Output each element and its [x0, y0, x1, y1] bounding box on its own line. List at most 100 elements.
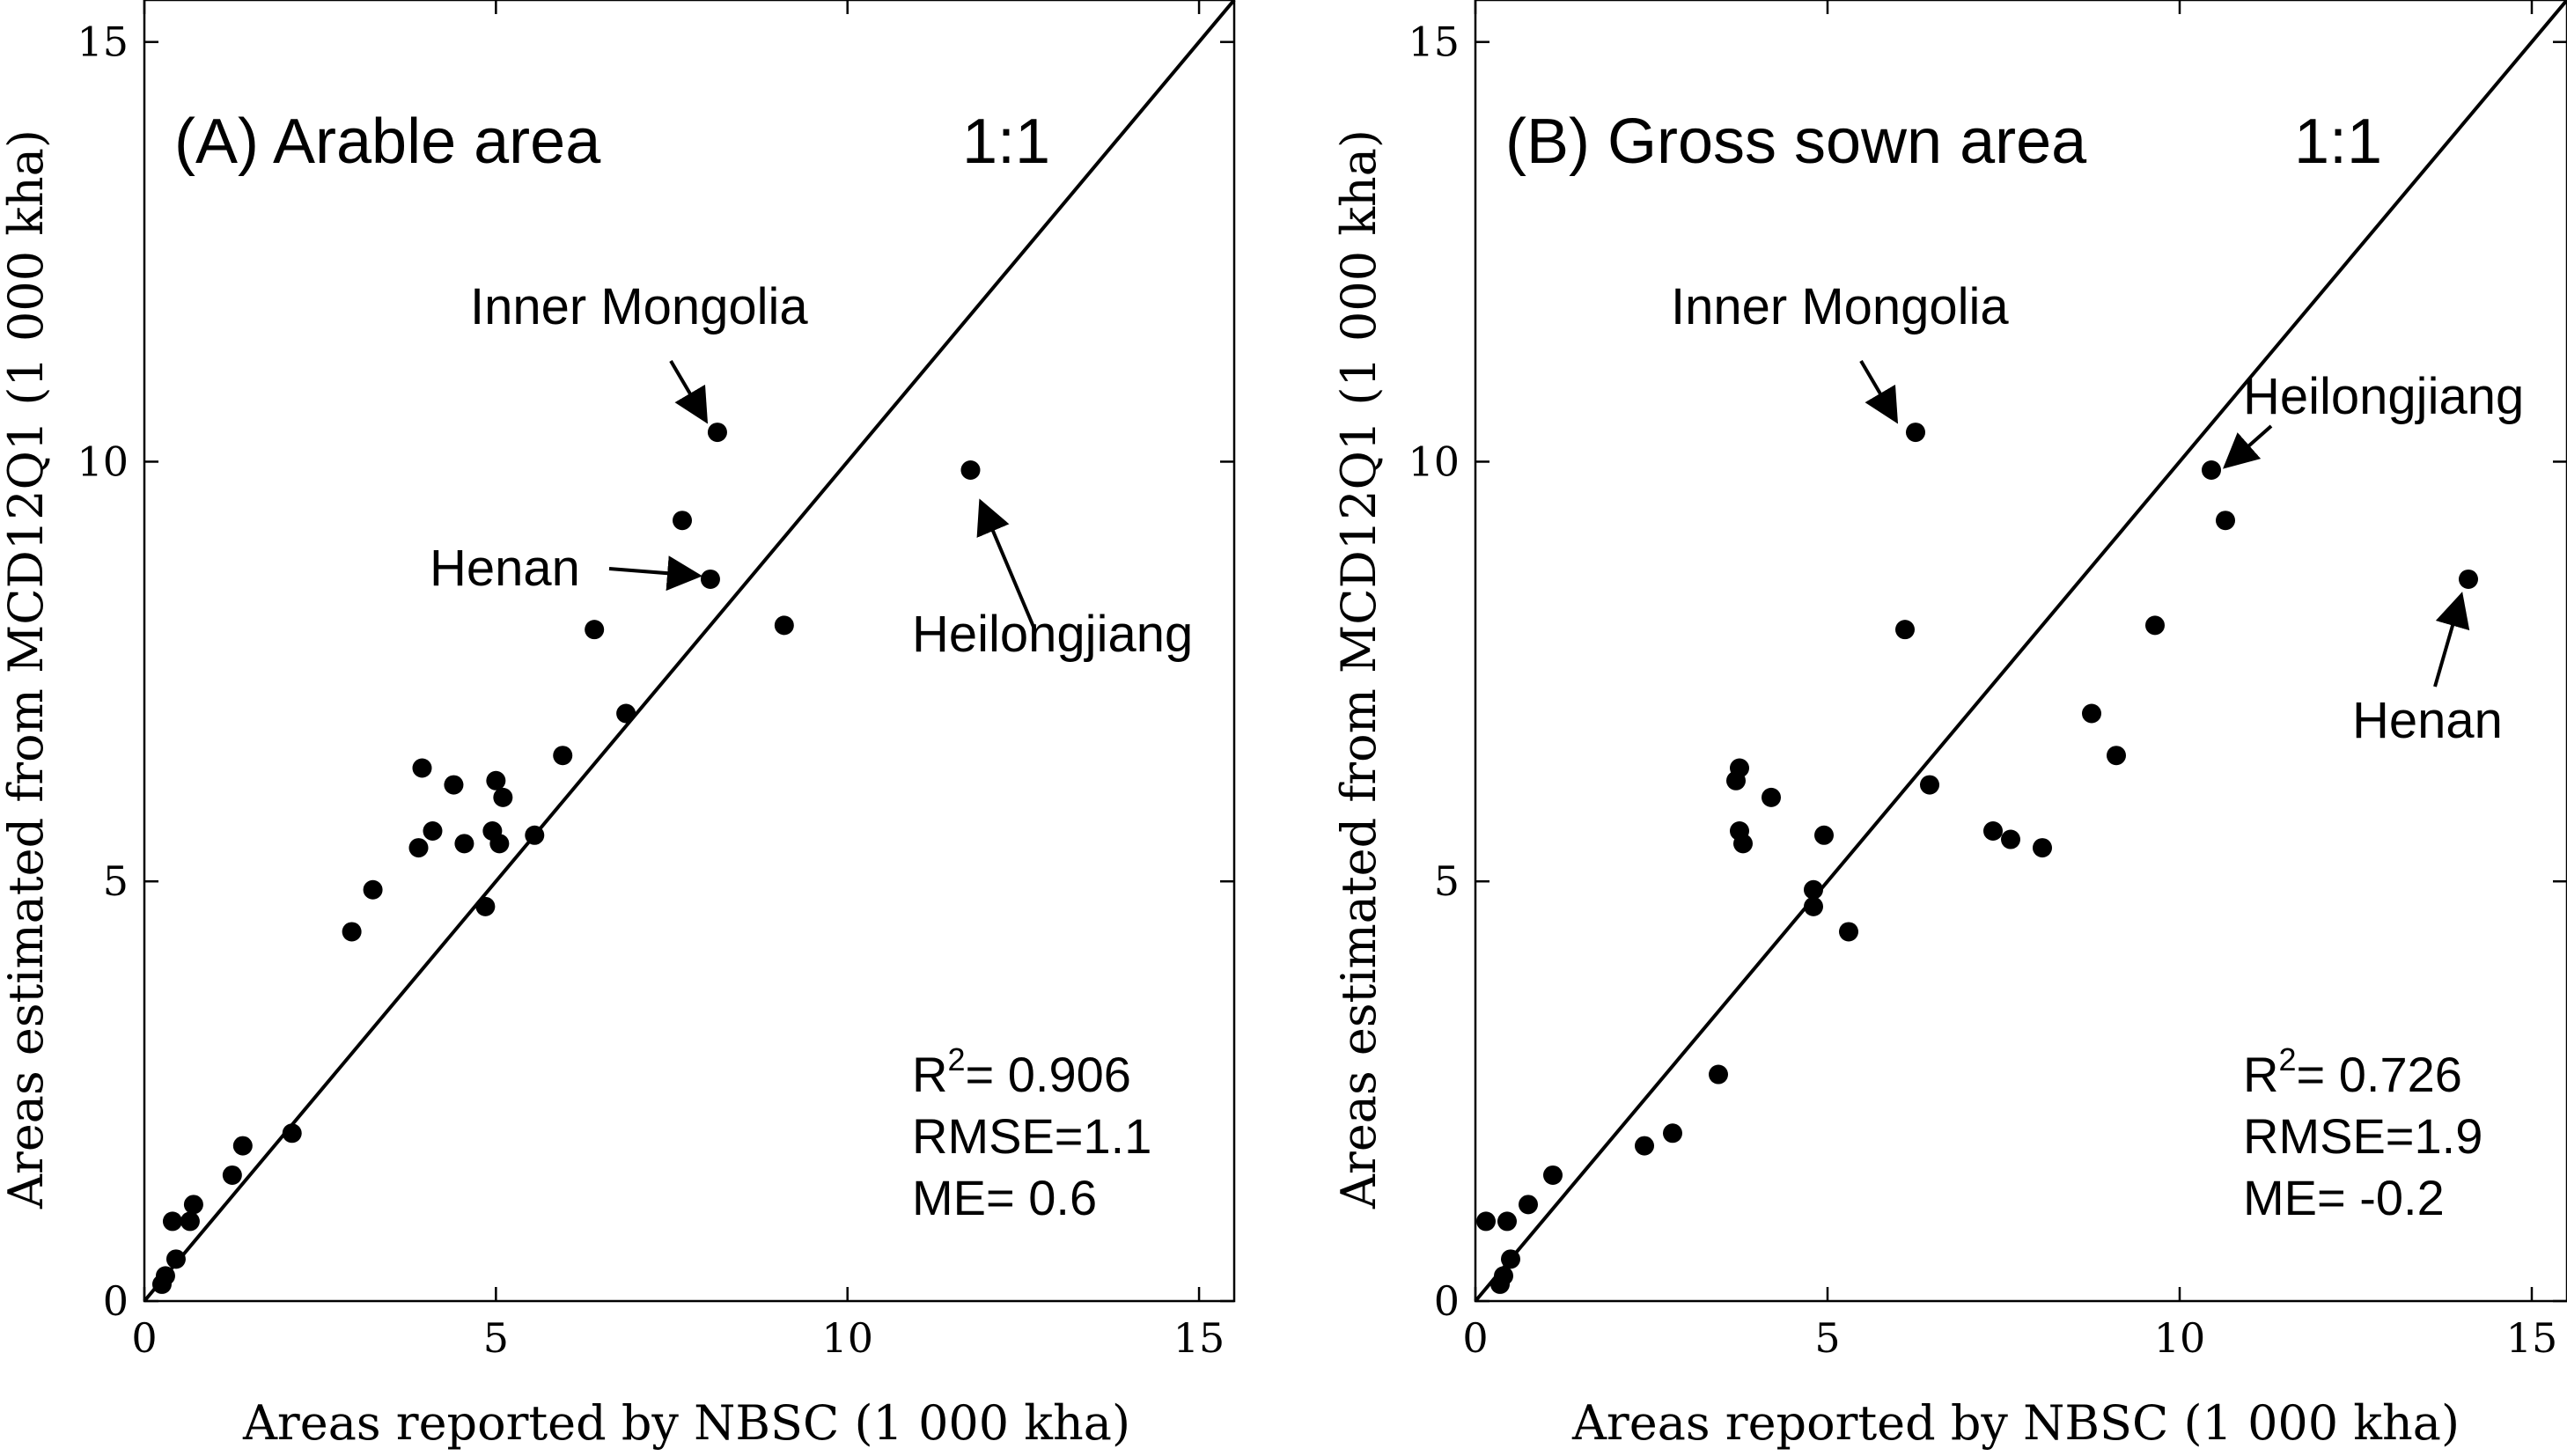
panel-a-point-4 — [180, 1211, 200, 1232]
panel-b-point-17 — [1814, 825, 1834, 845]
panel-b-point-27 — [2145, 615, 2165, 636]
panel-a-stats: R2= 0.906 RMSE=1.1 ME= 0.6 — [912, 1041, 1151, 1225]
panel-b-r2: R2= 0.726 — [2243, 1041, 2462, 1102]
panel-b-y-tick-label-1: 5 — [1434, 857, 1460, 905]
panel-a-one-to-one-line — [143, 0, 1236, 1303]
panel-a-point-18 — [486, 770, 506, 791]
panel-b: Areas estimated from MCD12Q1 (1 000 kha)… — [1331, 0, 2567, 1451]
panel-a-point-26 — [700, 569, 720, 589]
panel-a-point-27 — [707, 423, 727, 443]
panel-a-point-29 — [960, 460, 981, 480]
panel-a-x-tick-label-3: 15 — [1173, 1314, 1225, 1362]
panel-a-x-tick-label-2: 10 — [821, 1314, 873, 1362]
panel-a-x-tick-label-1: 5 — [483, 1314, 509, 1362]
panel-a-point-15 — [454, 834, 474, 854]
panel-a-point-8 — [282, 1123, 302, 1143]
panel-a-point-20 — [493, 787, 513, 807]
panel-b-y-tick-label-0: 0 — [1434, 1277, 1460, 1325]
panel-b-point-4 — [1501, 1249, 1520, 1269]
panel-a-y-tick-label-2: 10 — [77, 438, 129, 485]
panel-b-annotations: Inner Mongolia Heilongjiang Henan — [1671, 278, 2524, 749]
panel-b-point-13 — [1733, 834, 1753, 854]
panel-a-point-21 — [525, 825, 545, 845]
panel-a-point-6 — [222, 1165, 242, 1185]
panel-b-point-14 — [1762, 787, 1781, 807]
panel-a-point-11 — [408, 838, 429, 858]
panel-b-point-6 — [1543, 1165, 1563, 1185]
panel-b-point-12 — [1730, 758, 1749, 778]
panel-a-me: ME= 0.6 — [912, 1170, 1097, 1225]
panel-b-x-tick-label-3: 15 — [2506, 1314, 2558, 1362]
panel-a-y-tick-label-0: 0 — [103, 1277, 129, 1325]
panel-a-point-22 — [553, 746, 573, 766]
panel-a-y-tick-label-1: 5 — [103, 857, 129, 905]
panel-a-annotation-arrow-0 — [669, 359, 709, 424]
panel-b-point-22 — [1983, 821, 2003, 842]
panel-b-plot-frame — [1474, 0, 2567, 1303]
panel-a-y-tick-label-3: 15 — [77, 18, 129, 66]
panel-b-point-19 — [1895, 620, 1915, 640]
panel-a-point-9 — [342, 922, 362, 942]
panel-a-annotation-arrow-2 — [976, 498, 1035, 628]
panel-b-point-7 — [1635, 1136, 1654, 1156]
panel-b-point-23 — [2001, 829, 2020, 849]
panel-b-y-tick-label-2: 10 — [1408, 438, 1460, 485]
panel-a-point-16 — [475, 896, 496, 916]
panel-b-point-18 — [1839, 922, 1858, 942]
panel-a-point-14 — [444, 775, 464, 795]
panel-a-annotations: Inner Mongolia Henan Heilongjiang — [430, 278, 1193, 663]
panel-b-one-to-one-line — [1474, 0, 2567, 1303]
panel-b-me: ME= -0.2 — [2243, 1170, 2445, 1225]
panel-b-stats: R2= 0.726 RMSE=1.9 ME= -0.2 — [2243, 1041, 2482, 1225]
panel-a-point-7 — [232, 1136, 253, 1156]
panel-a-point-24 — [616, 703, 636, 724]
panel-a-rmse: RMSE=1.1 — [912, 1108, 1151, 1164]
panel-b-point-21 — [1920, 775, 1939, 795]
panel-a-x-tick-label-0: 0 — [131, 1314, 157, 1362]
panel-b-point-3 — [1497, 1211, 1517, 1232]
panel-b-point-2 — [1494, 1266, 1513, 1286]
panel-b-x-axis-label: Areas reported by NBSC (1 000 kha) — [1571, 1395, 2460, 1451]
panel-a-point-2 — [162, 1211, 182, 1232]
panel-b-point-25 — [2082, 703, 2101, 724]
panel-a-annotation-inner-mongolia: Inner Mongolia — [470, 278, 808, 335]
panel-a-point-23 — [585, 620, 605, 640]
panel-b-point-8 — [1663, 1123, 1682, 1143]
panel-b-point-15 — [1804, 879, 1823, 900]
panel-b-x-tick-label-0: 0 — [1462, 1314, 1488, 1362]
panel-a-x-axis-label: Areas reported by NBSC (1 000 kha) — [242, 1395, 1130, 1451]
panel-b-point-24 — [2033, 838, 2052, 858]
panel-a-title: (A) Arable area — [174, 107, 601, 177]
panel-a-y-axis-label: Areas estimated from MCD12Q1 (1 000 kha) — [0, 129, 54, 1210]
panel-b-annotation-henan: Henan — [2352, 692, 2503, 749]
panel-b-y-axis-label: Areas estimated from MCD12Q1 (1 000 kha) — [1331, 129, 1386, 1210]
panel-a-r2: R2= 0.906 — [912, 1041, 1131, 1102]
panel-a-point-3 — [165, 1249, 186, 1269]
panel-a-annotation-heilongjiang: Heilongjiang — [912, 606, 1193, 663]
panel-b-title: (B) Gross sown area — [1505, 107, 2087, 177]
panel-b-rmse: RMSE=1.9 — [2243, 1108, 2482, 1164]
panel-a-ref-label: 1:1 — [962, 107, 1050, 177]
panel-a-point-13 — [423, 821, 443, 842]
panel-a: Areas estimated from MCD12Q1 (1 000 kha)… — [0, 0, 1236, 1451]
panel-a-point-10 — [363, 879, 383, 900]
panel-b-point-29 — [2216, 511, 2235, 531]
panel-b-point-30 — [2459, 569, 2478, 589]
panel-b-point-20 — [1906, 423, 1925, 443]
panel-b-x-tick-label-2: 10 — [2154, 1314, 2206, 1362]
panel-a-annotation-henan: Henan — [430, 540, 580, 597]
panel-b-x-tick-label-1: 5 — [1814, 1314, 1840, 1362]
panel-b-point-5 — [1519, 1195, 1538, 1215]
panel-a-point-5 — [183, 1195, 203, 1215]
panel-b-point-9 — [1709, 1064, 1728, 1085]
panel-b-annotation-arrow-2 — [2433, 592, 2470, 688]
panel-b-point-26 — [2107, 746, 2126, 766]
panel-a-point-25 — [673, 511, 693, 531]
panel-b-point-28 — [2202, 460, 2221, 480]
panel-b-annotation-arrow-0 — [1859, 359, 1899, 424]
panel-a-annotation-arrow-1 — [608, 555, 702, 592]
panel-b-point-0 — [1476, 1211, 1496, 1232]
panel-b-annotation-heilongjiang: Heilongjiang — [2243, 368, 2524, 425]
panel-b-ref-label: 1:1 — [2294, 107, 2382, 177]
